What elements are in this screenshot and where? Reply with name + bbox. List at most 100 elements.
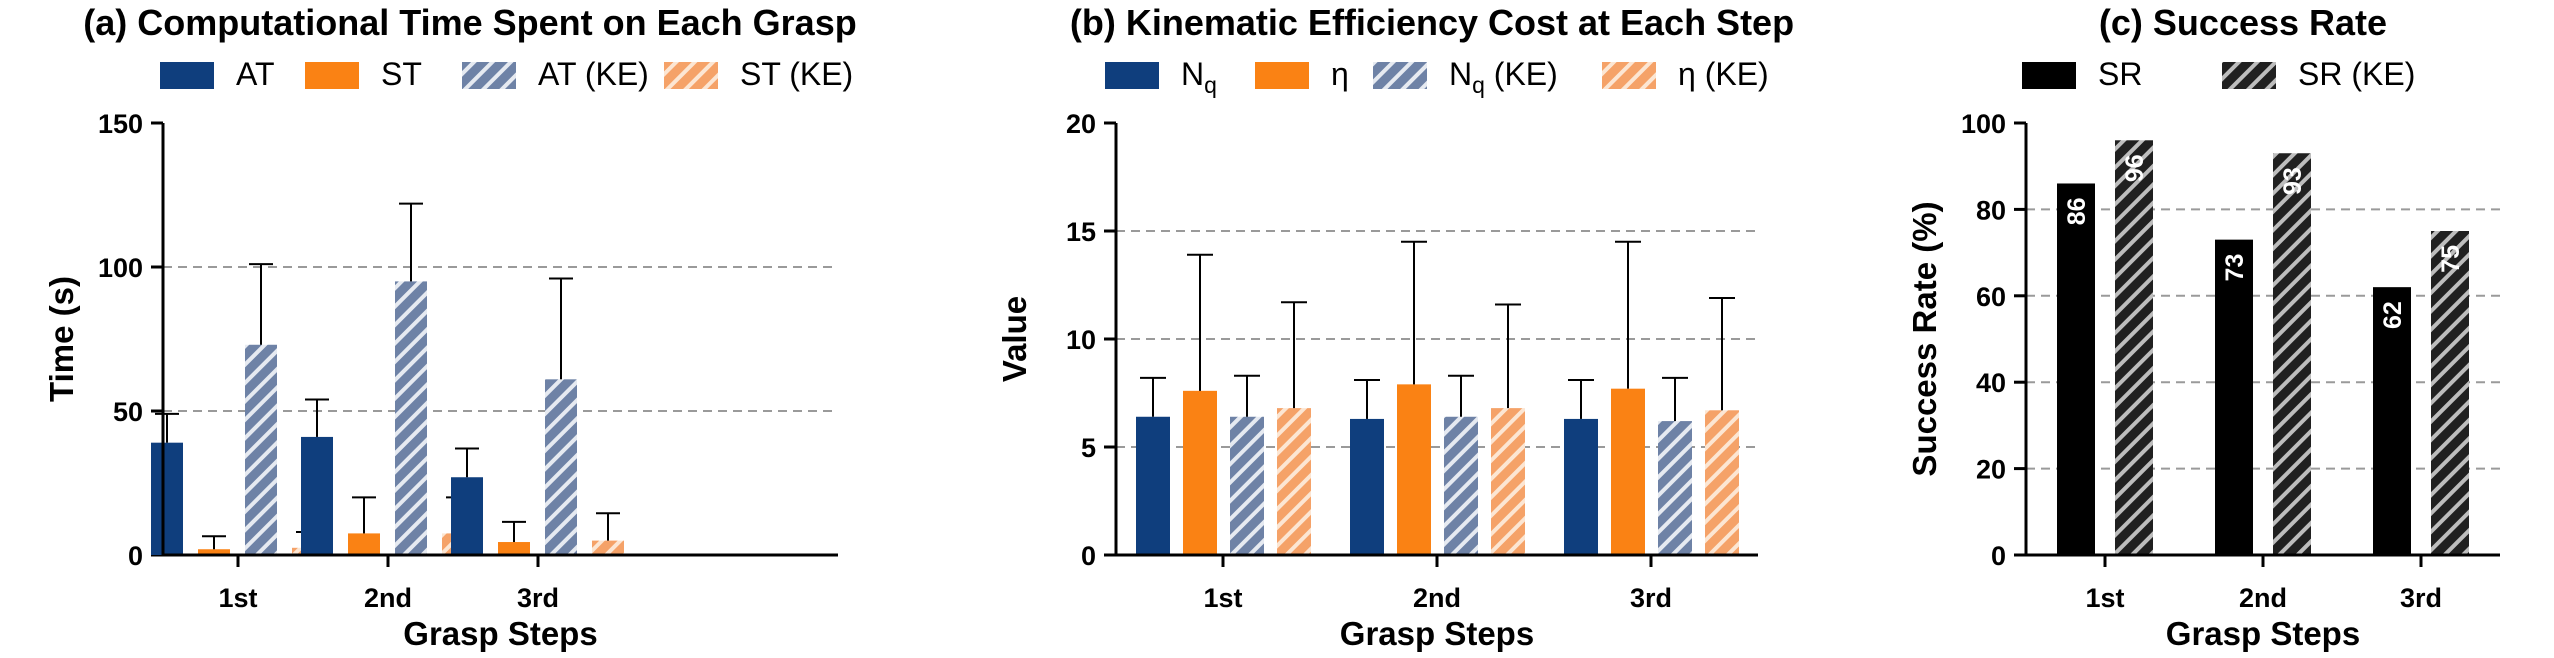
y-tick-label: 80	[1976, 195, 2006, 225]
y-tick-label: 100	[98, 253, 143, 283]
legend-label: ST	[381, 56, 422, 92]
y-tick-label: 0	[1081, 541, 1096, 571]
x-axis-label: Grasp Steps	[403, 615, 597, 652]
x-axis-label: Grasp Steps	[1340, 615, 1534, 652]
bar-2nd-nq-ke	[1444, 416, 1478, 555]
legend-swatch	[1602, 62, 1656, 89]
panel-b-chart: (b) Kinematic Efficiency Cost at Each St…	[996, 2, 1794, 652]
bar-3rd-sr	[2373, 287, 2411, 555]
y-tick-label: 40	[1976, 368, 2006, 398]
bar-1st--ke	[1277, 408, 1311, 555]
bar-3rd-at	[451, 477, 483, 555]
bar-3rd-st	[498, 542, 530, 555]
legend-label-sub: q	[1472, 72, 1485, 98]
legend-swatch	[664, 62, 718, 89]
chart-title: (c) Success Rate	[2099, 2, 2387, 43]
legend-swatch	[1105, 62, 1159, 89]
legend-swatch	[2022, 62, 2076, 89]
legend-label-name: SR (KE)	[2298, 56, 2415, 92]
y-tick-label: 60	[1976, 282, 2006, 312]
legend-swatch	[462, 62, 516, 89]
x-axis-label: Grasp Steps	[2166, 615, 2360, 652]
chart-title: (b) Kinematic Efficiency Cost at Each St…	[1070, 2, 1794, 43]
bar-1st-atke-ke	[245, 344, 277, 555]
legend-label: η (KE)	[1678, 56, 1769, 92]
y-axis-label: Success Rate (%)	[1906, 201, 1943, 476]
legend-swatch	[305, 62, 359, 89]
data-label: 86	[2063, 197, 2091, 225]
x-tick-label: 3rd	[1630, 583, 1672, 613]
panel-a-chart: (a) Computational Time Spent on Each Gra…	[43, 2, 857, 652]
legend-label-name: AT (KE)	[538, 56, 649, 92]
x-tick-label: 1st	[218, 583, 257, 613]
x-tick-label: 1st	[1203, 583, 1242, 613]
legend-label-name: η	[1678, 56, 1696, 92]
bar-1st-nq	[1136, 416, 1170, 555]
y-tick-label: 50	[113, 397, 143, 427]
legend-label-sub: q	[1204, 72, 1217, 98]
bar-1st-nq-ke	[1230, 416, 1264, 555]
x-tick-label: 1st	[2085, 583, 2124, 613]
legend-label: Nq	[1181, 56, 1217, 98]
chart-title: (a) Computational Time Spent on Each Gra…	[83, 2, 856, 43]
legend-label: AT (KE)	[538, 56, 649, 92]
legend-label: SR (KE)	[2298, 56, 2415, 92]
x-tick-label: 3rd	[517, 583, 559, 613]
legend-label-name: η	[1331, 56, 1349, 92]
y-tick-label: 20	[1066, 109, 1096, 139]
legend-label-name: SR	[2098, 56, 2142, 92]
bar-3rd--ke	[1705, 410, 1739, 555]
bar-3rd-nq	[1564, 418, 1598, 555]
legend-label-name: N	[1181, 56, 1204, 92]
legend-label-name: N	[1449, 56, 1472, 92]
x-tick-label: 3rd	[2400, 583, 2442, 613]
x-tick-label: 2nd	[2239, 583, 2287, 613]
bar-2nd-sr	[2215, 239, 2253, 555]
bar-2nd-	[1397, 384, 1431, 555]
y-axis-label: Value	[996, 296, 1033, 382]
legend-label-name: ST	[381, 56, 422, 92]
legend-label-suffix: (KE)	[1485, 56, 1558, 92]
bar-1st-sr	[2057, 183, 2095, 556]
legend-label: ST (KE)	[740, 56, 853, 92]
bar-1st-	[1183, 390, 1217, 555]
bar-1st-srke-ke	[2115, 140, 2153, 555]
data-label: 73	[2221, 254, 2249, 282]
y-tick-label: 0	[1991, 541, 2006, 571]
bar-3rd-stke-ke	[592, 540, 624, 555]
bar-2nd-srke-ke	[2273, 153, 2311, 556]
bar-3rd-srke-ke	[2431, 231, 2469, 555]
legend-swatch	[160, 62, 214, 89]
legend-swatch	[2222, 62, 2276, 89]
legend-label-name: AT	[236, 56, 275, 92]
bar-2nd--ke	[1491, 408, 1525, 555]
y-tick-label: 5	[1081, 433, 1096, 463]
legend-swatch	[1373, 62, 1427, 89]
bar-2nd-st	[348, 533, 380, 555]
legend-label: AT	[236, 56, 275, 92]
legend-label-name: ST (KE)	[740, 56, 853, 92]
legend-label-suffix: (KE)	[1696, 56, 1769, 92]
x-tick-label: 2nd	[364, 583, 412, 613]
bar-3rd-nq-ke	[1658, 421, 1692, 555]
data-label: 62	[2379, 301, 2407, 329]
bar-1st-st	[198, 549, 230, 555]
legend-label: Nq (KE)	[1449, 56, 1558, 98]
bar-2nd-nq	[1350, 418, 1384, 555]
y-tick-label: 150	[98, 109, 143, 139]
y-tick-label: 100	[1961, 109, 2006, 139]
data-label: 93	[2279, 167, 2307, 195]
y-axis-label: Time (s)	[43, 276, 80, 402]
y-tick-label: 15	[1066, 217, 1096, 247]
bar-2nd-at	[301, 436, 333, 555]
x-tick-label: 2nd	[1413, 583, 1461, 613]
legend-swatch	[1255, 62, 1309, 89]
bar-3rd-	[1611, 388, 1645, 555]
bar-1st-at	[151, 442, 183, 555]
y-tick-label: 20	[1976, 455, 2006, 485]
legend-label: η	[1331, 56, 1349, 92]
panel-c-chart: (c) Success Rate 0 20 40 60 80 100 86 96 1st 73 93 2…	[1906, 2, 2500, 652]
bar-3rd-atke-ke	[545, 379, 577, 555]
bar-2nd-atke-ke	[395, 281, 427, 555]
